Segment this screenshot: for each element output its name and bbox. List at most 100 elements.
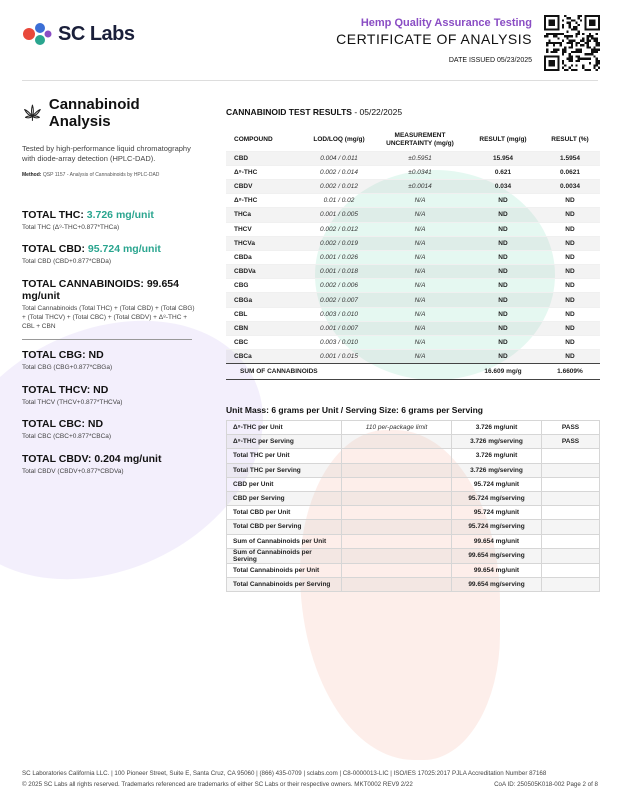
results-title: CANNABINOID TEST RESULTS - 05/22/2025 <box>226 107 403 117</box>
total-thc: TOTAL THC: 3.726 mg/unit Total THC (Δ⁹-T… <box>22 209 154 231</box>
table-cell: ND <box>466 207 540 223</box>
table-cell: N/A <box>374 207 466 223</box>
sum-row: SUM OF CANNABINOIDS 16.609 mg/g 1.6609% <box>226 363 600 381</box>
total-cannabinoids: TOTAL CANNABINOIDS: 99.654 mg/unit Total… <box>22 278 195 330</box>
unit-cell <box>341 490 452 507</box>
unit-cell: 3.726 mg/unit <box>451 419 542 436</box>
table-cell: ND <box>466 320 540 336</box>
table-cell: ND <box>540 349 600 364</box>
table-cell: CBGa <box>226 292 304 308</box>
table-row: THCVa 0.002 / 0.019 N/A ND ND <box>226 235 600 251</box>
method-description: Tested by high-performance liquid chroma… <box>22 144 191 164</box>
unit-row: Total Cannabinoids per Unit 99.654 mg/uni… <box>226 562 600 578</box>
header-subtitle: Hemp Quality Assurance Testing <box>360 17 532 29</box>
header-divider <box>22 80 598 81</box>
unit-cell: 99.654 mg/serving <box>451 547 542 564</box>
unit-row: CBD per Unit 95.724 mg/unit <box>226 476 600 492</box>
table-cell: 0.0621 <box>540 164 600 180</box>
table-cell: ND <box>540 320 600 336</box>
table-cell: 0.001 / 0.005 <box>304 207 374 223</box>
table-cell: ±0.0014 <box>374 178 466 194</box>
table-cell: N/A <box>374 335 466 350</box>
unit-row: Total CBD per Unit 95.724 mg/unit <box>226 505 600 521</box>
unit-row: Δ⁹-THC per Serving 3.726 mg/serving PASS <box>226 434 600 450</box>
unit-cell: 95.724 mg/serving <box>451 519 542 535</box>
table-cell: THCa <box>226 207 304 223</box>
footer-address: SC Laboratories California LLC. | 100 Pi… <box>22 770 547 777</box>
table-cell: ND <box>466 335 540 350</box>
table-cell: 0.003 / 0.010 <box>304 335 374 350</box>
unit-cell <box>541 533 600 549</box>
table-row: CBGa 0.002 / 0.007 N/A ND ND <box>226 292 600 308</box>
table-cell: 0.001 / 0.007 <box>304 320 374 336</box>
unit-cell: Sum of Cannabinoids per Serving <box>226 547 342 564</box>
table-cell: N/A <box>374 292 466 308</box>
unit-row: Total THC per Serving 3.726 mg/serving <box>226 462 600 478</box>
table-row: CBL 0.003 / 0.010 N/A ND ND <box>226 306 600 322</box>
table-row: CBG 0.002 / 0.006 N/A ND ND <box>226 278 600 293</box>
table-row: CBC 0.003 / 0.010 N/A ND ND <box>226 335 600 350</box>
panel-title: Cannabinoid Analysis <box>48 96 140 130</box>
unit-cell: Δ⁹-THC per Serving <box>226 434 342 450</box>
table-cell: 0.002 / 0.014 <box>304 164 374 180</box>
table-cell: ND <box>466 278 540 293</box>
unit-row: Sum of Cannabinoids per Unit 99.654 mg/un… <box>226 533 600 549</box>
table-cell: N/A <box>374 320 466 336</box>
unit-cell <box>341 533 452 549</box>
total-cbg: TOTAL CBG: ND Total CBG (CBG+0.877*CBGa) <box>22 349 113 371</box>
unit-cell <box>541 576 600 593</box>
table-cell: ND <box>540 193 600 208</box>
total-cbc: TOTAL CBC: ND Total CBC (CBC+0.877*CBCa) <box>22 418 112 440</box>
unit-cell: PASS <box>541 419 600 436</box>
table-cell: 0.001 / 0.018 <box>304 264 374 279</box>
unit-row: Sum of Cannabinoids per Serving 99.654 mg… <box>226 547 600 564</box>
table-cell: ±0.5951 <box>374 150 466 166</box>
unit-row: Total THC per Unit 3.726 mg/unit <box>226 448 600 464</box>
table-row: Δ⁹-THC 0.002 / 0.014 ±0.0341 0.621 0.0621 <box>226 164 600 180</box>
unit-cell: Total THC per Serving <box>226 462 342 478</box>
table-cell: THCV <box>226 221 304 237</box>
table-cell: 0.621 <box>466 164 540 180</box>
unit-cell <box>541 490 600 507</box>
table-cell: ND <box>540 249 600 265</box>
table-cell: ND <box>540 264 600 279</box>
unit-cell: Sum of Cannabinoids per Unit <box>226 533 342 549</box>
table-cell: ND <box>466 235 540 251</box>
unit-cell: 3.726 mg/serving <box>451 434 542 450</box>
table-cell: N/A <box>374 278 466 293</box>
table-cell: N/A <box>374 349 466 364</box>
unit-cell <box>541 462 600 478</box>
unit-cell <box>341 476 452 492</box>
table-cell: Δ⁹-THC <box>226 164 304 180</box>
footer: SC Laboratories California LLC. | 100 Pi… <box>22 769 598 790</box>
table-cell: CBD <box>226 150 304 166</box>
table-cell: ND <box>540 235 600 251</box>
table-cell: 0.001 / 0.026 <box>304 249 374 265</box>
column-header: RESULT (mg/g) <box>479 135 527 143</box>
unit-cell: Δ⁹-THC per Unit <box>226 419 342 436</box>
table-cell: ND <box>540 292 600 308</box>
qr-code-icon[interactable] <box>544 15 600 71</box>
sum-cell <box>374 363 466 381</box>
logo-dots-icon <box>23 23 52 45</box>
unit-cell: Total CBD per Unit <box>226 505 342 521</box>
analysis-panel: Cannabinoid Analysis Tested by high-perf… <box>22 96 197 178</box>
table-cell: 0.003 / 0.010 <box>304 306 374 322</box>
table-cell: ND <box>466 221 540 237</box>
column-header: LOD/LOQ (mg/g) <box>313 135 365 143</box>
table-cell: ND <box>466 264 540 279</box>
table-row: Δ⁸-THC 0.01 / 0.02 N/A ND ND <box>226 193 600 208</box>
table-row: CBD 0.004 / 0.011 ±0.5951 15.954 1.5954 <box>226 150 600 166</box>
table-cell: 0.002 / 0.012 <box>304 178 374 194</box>
unit-cell <box>541 562 600 578</box>
unit-cell: 95.724 mg/unit <box>451 476 542 492</box>
column-header: COMPOUND <box>234 135 273 143</box>
table-cell: 0.002 / 0.006 <box>304 278 374 293</box>
unit-cell <box>541 505 600 521</box>
unit-cell: Total CBD per Serving <box>226 519 342 535</box>
unit-cell: 3.726 mg/unit <box>451 448 542 464</box>
table-cell: N/A <box>374 249 466 265</box>
unit-row: Total Cannabinoids per Serving 99.654 mg/… <box>226 576 600 593</box>
table-cell: ND <box>466 193 540 208</box>
unit-cell <box>541 448 600 464</box>
